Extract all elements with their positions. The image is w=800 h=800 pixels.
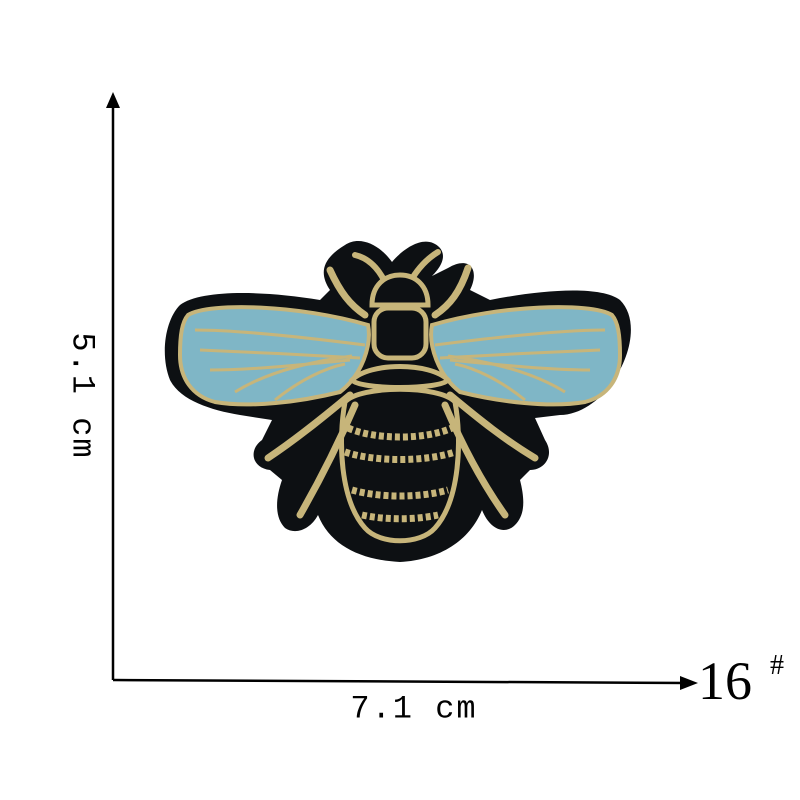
front-legs <box>326 264 472 319</box>
height-label: 5.1 cm <box>63 332 101 460</box>
head <box>369 272 431 361</box>
body <box>339 364 461 544</box>
width-axis <box>112 678 689 685</box>
height-axis-arrowhead <box>106 92 120 108</box>
width-axis-arrowhead <box>680 676 698 690</box>
right-wing <box>429 305 623 407</box>
width-label: 7.1 cm <box>350 690 478 728</box>
bee-patch <box>164 241 631 562</box>
model-number: 16 <box>698 651 752 711</box>
rear-legs <box>264 391 539 519</box>
model-number-suffix: # <box>770 650 784 681</box>
left-wing <box>177 305 371 407</box>
